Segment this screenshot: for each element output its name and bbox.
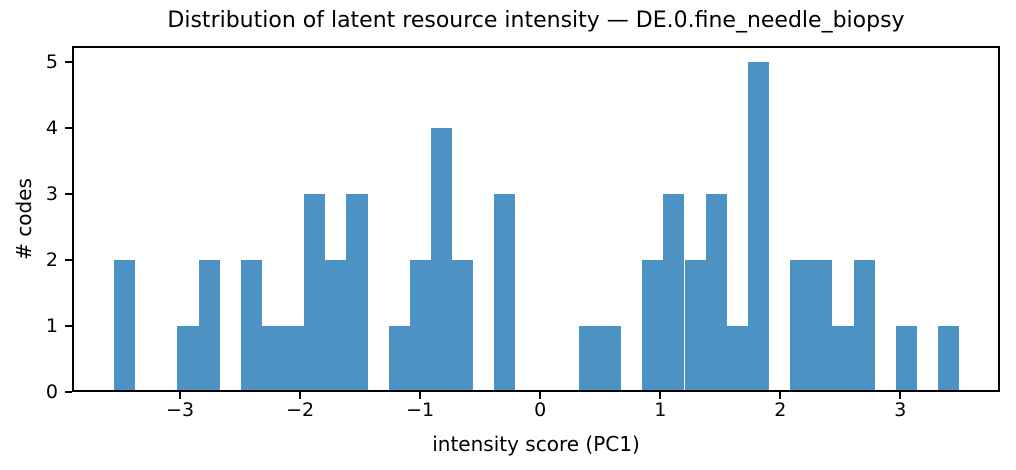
y-tick-mark — [65, 259, 72, 262]
histogram-bar — [283, 326, 305, 392]
histogram-bar — [578, 326, 600, 392]
x-tick-label: −3 — [166, 399, 195, 421]
x-tick-label: 3 — [894, 399, 907, 421]
histogram-bar — [938, 326, 960, 392]
y-tick-label: 4 — [45, 117, 58, 140]
histogram-bar — [304, 194, 326, 392]
y-tick-mark — [65, 193, 72, 196]
x-tick-label: 2 — [774, 399, 787, 421]
y-tick-label: 3 — [45, 183, 58, 206]
histogram-bar — [599, 326, 622, 392]
x-tick-mark — [539, 392, 542, 399]
x-tick-mark — [659, 392, 662, 399]
x-tick-label: 1 — [654, 399, 667, 421]
histogram-bar — [388, 326, 410, 392]
x-tick-mark — [899, 392, 902, 399]
histogram-bar — [261, 326, 284, 392]
histogram-bar — [747, 62, 770, 392]
histogram-bar — [811, 260, 833, 392]
histogram-bar — [346, 194, 368, 392]
histogram-bar — [853, 260, 875, 392]
x-tick-label: 0 — [534, 399, 547, 421]
histogram-bar — [832, 326, 854, 392]
y-tick-label: 5 — [45, 51, 58, 74]
histogram-bar — [494, 194, 516, 392]
plot-area: −3 −2 −1 0 1 2 3 0 1 2 3 4 5 — [46, 46, 1000, 421]
histogram-bar — [790, 260, 812, 392]
histogram-bar — [240, 260, 262, 392]
histogram-bar — [409, 260, 431, 392]
x-tick-mark — [419, 392, 422, 399]
x-tick-mark — [299, 392, 302, 399]
y-tick-label: 2 — [45, 249, 58, 272]
histogram-bar — [684, 260, 706, 392]
histogram-bar — [114, 260, 136, 392]
x-tick-label: −2 — [286, 399, 315, 421]
x-tick-mark — [179, 392, 182, 399]
histogram-bar — [663, 194, 685, 392]
histogram-bar — [642, 260, 664, 392]
y-tick-mark — [65, 325, 72, 328]
y-tick-mark — [65, 391, 72, 393]
x-tick-mark — [779, 392, 782, 399]
histogram-bar — [177, 326, 199, 392]
histogram-bar — [705, 194, 727, 392]
y-tick-label: 1 — [45, 315, 58, 338]
histogram-bar — [325, 260, 347, 392]
y-tick-mark — [65, 61, 72, 64]
x-axis-label: intensity score (PC1) — [432, 432, 640, 456]
chart-title: Distribution of latent resource intensit… — [167, 8, 905, 33]
histogram-bar — [452, 260, 474, 392]
histogram-bar — [430, 128, 453, 392]
histogram-bar — [895, 326, 917, 392]
x-tick-label: −1 — [406, 399, 435, 421]
histogram-bar — [198, 260, 220, 392]
y-tick-label: 0 — [45, 381, 58, 403]
y-tick-mark — [65, 127, 72, 130]
histogram-bar — [726, 326, 748, 392]
